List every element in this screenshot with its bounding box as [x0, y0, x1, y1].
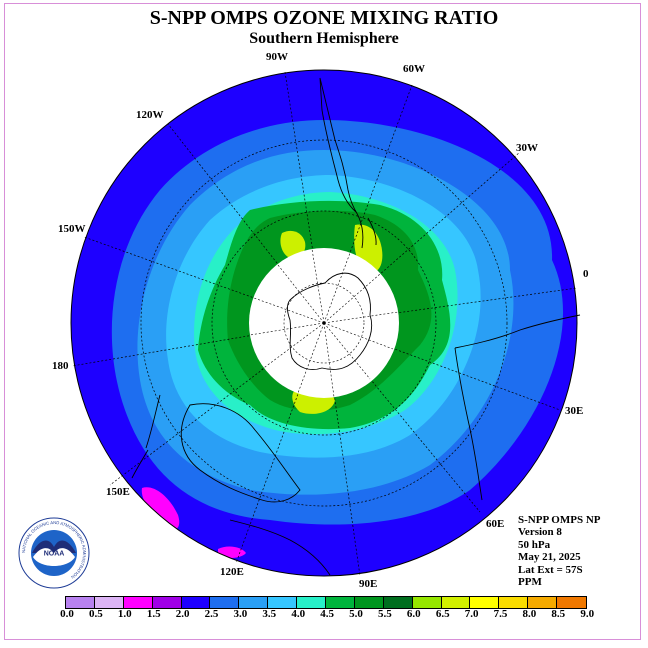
lon-label-150w: 150W — [58, 223, 86, 235]
lon-label-150e: 150E — [106, 486, 130, 498]
coast-indonesia — [229, 519, 331, 576]
lon-label-60w: 60W — [403, 63, 425, 75]
colorbar-swatch — [557, 597, 587, 608]
colorbar-swatch — [326, 597, 355, 608]
colorbar-swatch — [412, 597, 442, 608]
colorbar-tick-label: 7.0 — [464, 608, 479, 620]
map-subtitle: Southern Hemisphere — [249, 30, 399, 47]
contour-max-1 — [280, 230, 306, 259]
logo-text: NOAA — [44, 551, 65, 558]
meridian-150w — [83, 236, 325, 324]
colorbar-swatch — [123, 597, 153, 608]
colorbar-tick-label: 1.0 — [117, 608, 132, 620]
colorbar-tick-label: 1.5 — [146, 608, 161, 620]
meridian-90e — [323, 322, 361, 577]
coast-antarctic-peninsula — [354, 209, 377, 249]
polar-graticule — [249, 248, 399, 398]
colorbar-swatch — [268, 597, 298, 608]
colorbar-tick-label: 9.0 — [580, 608, 595, 620]
colorbar-tick-label: 2.0 — [175, 608, 190, 620]
map-title: S-NPP OMPS OZONE MIXING RATIO — [149, 7, 499, 29]
info-block: S-NPP OMPS NP Version 8 50 hPa May 21, 2… — [518, 514, 601, 588]
page-border — [4, 3, 641, 640]
coast-africa — [454, 314, 581, 501]
colorbar-tick-label: 3.0 — [233, 608, 248, 620]
meridian-120e — [235, 322, 325, 564]
lat-circle-60 — [140, 139, 508, 507]
meridian-180 — [71, 322, 325, 367]
colorbar-tick-label: 0.0 — [60, 608, 74, 620]
info-units: PPM — [518, 576, 542, 589]
lon-label-90e: 90E — [359, 578, 378, 590]
meridian-0 — [323, 287, 578, 324]
coast-antarctica — [286, 272, 373, 370]
info-instrument: S-NPP OMPS NP — [518, 514, 601, 526]
colorbar-tick-label: 6.0 — [406, 608, 421, 620]
colorbar-swatch — [297, 597, 327, 608]
colorbar-swatch — [181, 597, 211, 608]
colorbar-tick-label: 8.0 — [522, 608, 537, 620]
colorbar-tick-label: 3.5 — [262, 608, 277, 620]
map-outline — [70, 69, 578, 577]
colorbar-swatch — [441, 597, 471, 608]
info-version: Version 8 — [518, 526, 562, 539]
coast-south-america — [319, 77, 357, 213]
info-lat-ext: Lat Ext = 57S — [518, 563, 583, 576]
colorbar-tick-label: 6.5 — [435, 608, 450, 620]
colorbar-swatch — [383, 597, 413, 608]
lon-label-180: 180 — [52, 360, 69, 372]
colorbar-tick-label: 5.5 — [378, 608, 392, 620]
colorbar — [65, 596, 588, 609]
coastlines — [131, 77, 581, 576]
colorbar-tick-label: 7.5 — [493, 608, 508, 620]
south-pole-dot — [322, 321, 326, 325]
lon-label-30e: 30E — [565, 405, 584, 417]
lon-label-30w: 30W — [516, 142, 538, 154]
info-level: 50 hPa — [518, 538, 551, 551]
colorbar-tick-label: 2.5 — [204, 608, 219, 620]
colorbar-tick-label: 4.0 — [291, 608, 306, 620]
coast-new-zealand — [131, 394, 161, 479]
colorbar-swatch — [354, 597, 384, 608]
noaa-logo: NATIONAL OCEANIC AND ATMOSPHERIC ADMINIS… — [18, 517, 90, 589]
colorbar-tick-label: 5.0 — [349, 608, 363, 620]
colorbar-ticks: 0.0 0.5 1.0 1.5 2.0 2.5 3.0 3.5 4.0 4.5 5.0 5.5 6.0 6… — [54, 608, 594, 622]
colorbar-swatch — [210, 597, 240, 608]
lon-label-120w: 120W — [136, 109, 164, 121]
lon-label-120e: 120E — [220, 566, 244, 578]
lon-label-0: 0 — [583, 268, 589, 280]
info-date: May 21, 2025 — [518, 551, 581, 564]
colorbar-tick-label: 4.5 — [320, 608, 334, 620]
colorbar-swatch — [499, 597, 529, 608]
meridian-30w — [323, 151, 521, 324]
colorbar-swatch — [152, 597, 182, 608]
colorbar-swatch — [470, 597, 500, 608]
lon-label-90w: 90W — [266, 51, 288, 63]
colorbar-swatch — [528, 597, 558, 608]
colorbar-swatch — [66, 597, 95, 608]
lat-circle-30 — [211, 210, 437, 436]
coast-australia — [180, 403, 301, 503]
contour-low-1 — [141, 487, 180, 530]
colorbar-tick-label: 8.5 — [551, 608, 566, 620]
lon-label-60e: 60E — [486, 518, 505, 530]
contour-low-2 — [218, 546, 246, 559]
colorbar-tick-label: 0.5 — [89, 608, 103, 620]
colorbar-swatch — [239, 597, 269, 608]
colorbar-swatch — [94, 597, 124, 608]
